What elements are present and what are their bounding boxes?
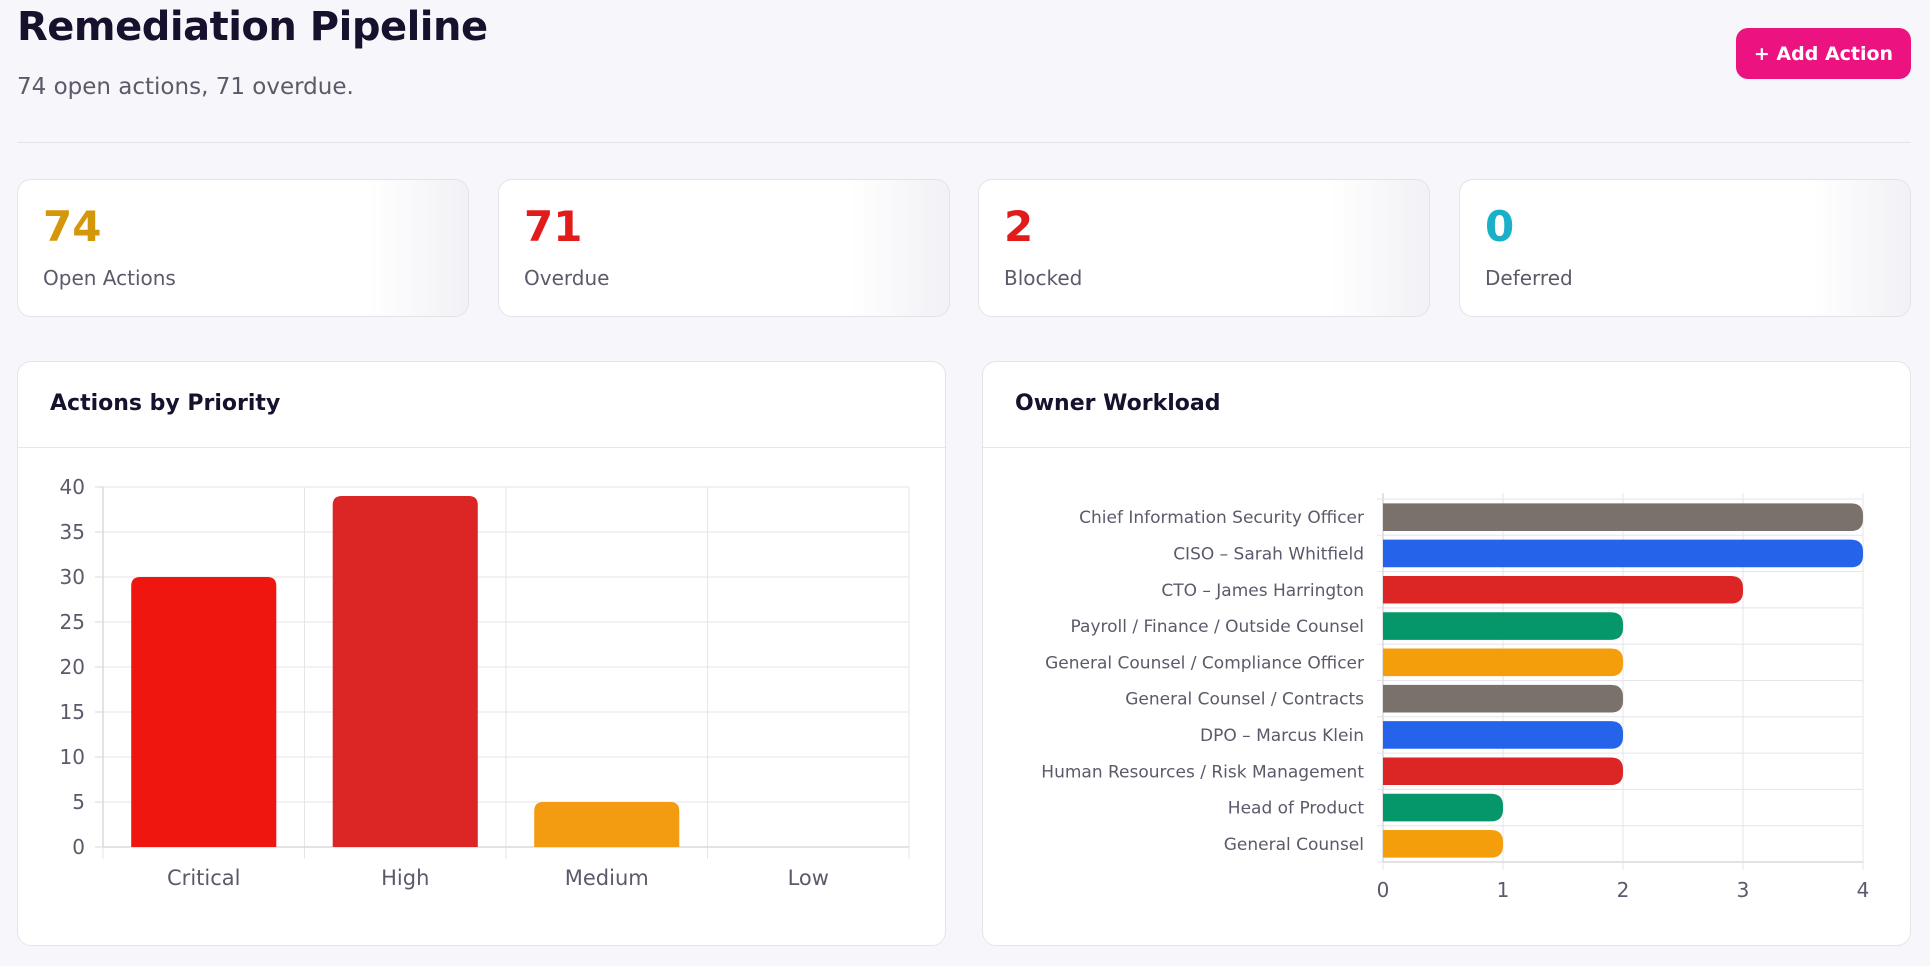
y-tick-label: General Counsel / Contracts <box>1125 690 1364 710</box>
y-tick-label: 15 <box>60 700 85 724</box>
y-tick-label: Chief Information Security Officer <box>1079 508 1364 528</box>
y-tick-label: Human Resources / Risk Management <box>1041 762 1364 782</box>
x-tick-label: 4 <box>1857 878 1870 902</box>
page-header: Remediation Pipeline 74 open actions, 71… <box>17 0 1911 143</box>
x-tick-label: 1 <box>1497 878 1510 902</box>
workload-bar-chart: 0 1 2 3 4 Chief Information Security Officer C… <box>1041 493 1870 902</box>
y-tick-label: 10 <box>60 745 85 769</box>
stat-label: Deferred <box>1485 266 1573 290</box>
stat-label: Open Actions <box>43 266 176 290</box>
x-tick-label: Critical <box>167 866 240 890</box>
y-tick-label: 30 <box>60 565 85 589</box>
y-tick-label: CISO – Sarah Whitfield <box>1173 544 1364 564</box>
stat-card-blocked: 2 Blocked <box>978 179 1430 317</box>
y-tick-label: 40 <box>60 475 85 499</box>
stat-card-overdue: 71 Overdue <box>498 179 950 317</box>
priority-bar-chart: 0 5 10 15 20 25 30 35 40 Critical High Medium Low <box>60 475 910 890</box>
y-tick-label: DPO – Marcus Klein <box>1200 726 1364 746</box>
x-tick-label: Low <box>788 866 829 890</box>
y-tick-label: General Counsel / Compliance Officer <box>1045 653 1364 673</box>
bar-owner <box>1383 793 1503 822</box>
bar-owner <box>1383 503 1863 531</box>
y-tick-label: Head of Product <box>1228 799 1365 819</box>
workload-chart-panel: Owner Workload 0 1 2 3 4 Chief Information Se… <box>982 361 1911 946</box>
bar-high <box>332 496 478 847</box>
stat-label: Blocked <box>1004 266 1083 290</box>
y-tick-label: 0 <box>72 835 85 859</box>
add-action-label: + Add Action <box>1753 42 1894 65</box>
bar-owner <box>1383 684 1623 713</box>
stat-value: 2 <box>1004 202 1034 251</box>
priority-chart-panel: Actions by Priority 0 5 10 15 20 25 30 35 40 Crit… <box>17 361 946 946</box>
bar-owner <box>1383 539 1863 568</box>
x-tick-label: High <box>381 866 429 890</box>
page-subtitle: 74 open actions, 71 overdue. <box>17 74 354 100</box>
panel-header: Actions by Priority <box>18 362 945 448</box>
bar-critical <box>131 577 277 847</box>
stat-label: Overdue <box>524 266 610 290</box>
stat-value: 74 <box>43 202 102 251</box>
panel-title: Actions by Priority <box>50 391 281 416</box>
panel-title: Owner Workload <box>1015 391 1221 416</box>
stat-card-deferred: 0 Deferred <box>1459 179 1911 317</box>
bar-owner <box>1383 612 1623 640</box>
y-tick-label: 25 <box>60 610 85 634</box>
bar-owner <box>1383 575 1743 604</box>
y-tick-label: CTO – James Harrington <box>1161 581 1364 601</box>
x-tick-label: 2 <box>1617 878 1630 902</box>
bar-owner <box>1383 648 1623 677</box>
x-tick-label: 3 <box>1737 878 1750 902</box>
panel-header: Owner Workload <box>983 362 1910 448</box>
page-title: Remediation Pipeline <box>17 4 488 50</box>
stat-card-open-actions: 74 Open Actions <box>17 179 469 317</box>
y-tick-label: General Counsel <box>1224 835 1364 855</box>
bar-medium <box>534 802 680 847</box>
add-action-button[interactable]: + Add Action <box>1736 28 1911 79</box>
y-tick-label: Payroll / Finance / Outside Counsel <box>1071 617 1364 637</box>
x-tick-label: 0 <box>1377 878 1390 902</box>
stat-value: 0 <box>1485 202 1515 251</box>
stat-value: 71 <box>524 202 583 251</box>
bar-owner <box>1383 757 1623 786</box>
bar-owner <box>1383 830 1503 858</box>
bar-owner <box>1383 721 1623 749</box>
x-tick-label: Medium <box>565 866 649 890</box>
y-tick-label: 5 <box>72 790 85 814</box>
y-tick-label: 20 <box>60 655 85 679</box>
y-tick-label: 35 <box>60 520 85 544</box>
